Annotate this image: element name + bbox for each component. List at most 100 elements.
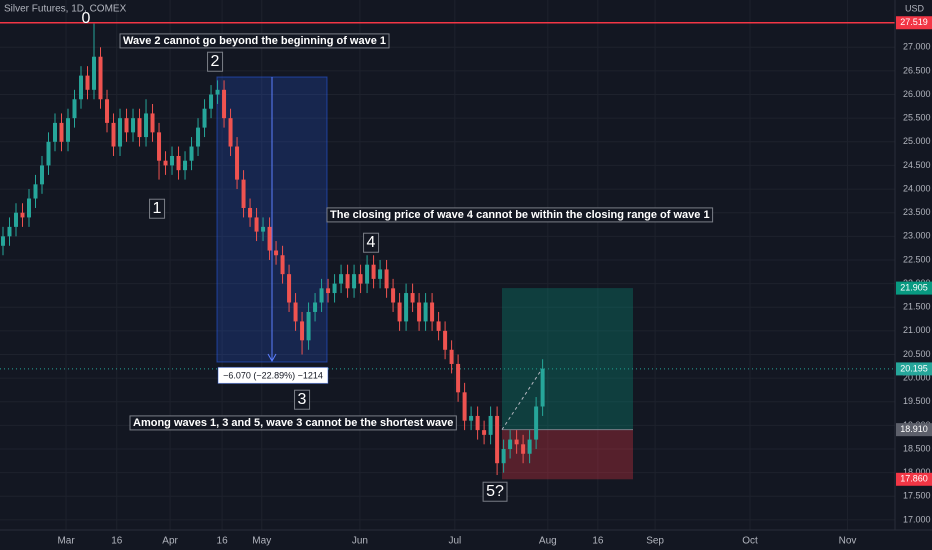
y-tick-label: 20.000 [903, 373, 931, 383]
candle-body [319, 288, 324, 303]
candle-body [53, 122, 58, 142]
candle-body [66, 118, 71, 142]
candle-body [59, 122, 64, 142]
annotation: 1 [153, 200, 162, 217]
candle-body [300, 321, 305, 341]
candle-body [131, 118, 136, 133]
annotation: 4 [367, 234, 376, 251]
candle-body [222, 89, 227, 119]
y-tick-label: 23.000 [903, 231, 931, 241]
candles [0, 23, 545, 476]
y-tick-label: 20.500 [903, 349, 931, 359]
x-tick-label: Mar [57, 536, 75, 547]
x-tick-label: Aug [539, 536, 557, 547]
candle-body [293, 302, 298, 322]
x-tick-label: Jul [448, 536, 461, 547]
candle-body [137, 118, 142, 138]
measure-label-box [217, 366, 329, 384]
annotation: 5? [486, 483, 504, 500]
x-tick-label: 16 [111, 536, 123, 547]
price-label: 27.519 [900, 17, 928, 27]
candle-body [235, 146, 240, 180]
candle-body [332, 283, 337, 294]
x-tick-label: Jun [352, 536, 368, 547]
annotation-box [363, 232, 380, 253]
candle-body [508, 439, 513, 450]
annotation: Among waves 1, 3 and 5, wave 3 cannot be… [133, 417, 453, 429]
candle-body [391, 288, 396, 303]
annotations: 0 Wave 2 cannot go beyond the beginning o… [82, 10, 714, 502]
candle-body [170, 155, 175, 166]
y-tick-label: 26.500 [903, 65, 931, 75]
candle-body [514, 439, 519, 445]
candle-body [163, 160, 168, 166]
candle-body [228, 118, 233, 147]
x-tick-label: May [252, 536, 271, 547]
annotation: 3 [298, 391, 307, 408]
annotation-box [326, 207, 714, 223]
candle-body [430, 302, 435, 322]
candle-body [215, 89, 220, 95]
price-axis [895, 0, 932, 550]
measure-arrow-head [267, 353, 277, 363]
candle-body [449, 349, 454, 364]
progress-line [501, 368, 543, 430]
candle-body [456, 363, 461, 393]
y-tick-label: 21.500 [903, 302, 931, 312]
price-label-box [896, 472, 932, 486]
candle-body [261, 226, 266, 232]
candle-body [482, 430, 487, 435]
candle-body [72, 99, 77, 119]
y-tick-label: 18.500 [903, 443, 931, 453]
annotation: Wave 2 cannot go beyond the beginning of… [123, 35, 386, 47]
price-label: 18.910 [900, 424, 928, 434]
candle-body [46, 141, 51, 166]
x-tick-label: Apr [162, 536, 178, 547]
candle-body [79, 75, 84, 100]
candle-body [196, 127, 201, 147]
candle-body [540, 368, 545, 407]
candle-body [280, 255, 285, 275]
x-tick-label: Oct [742, 536, 758, 547]
candle-body [397, 302, 402, 322]
candle-body [378, 269, 383, 279]
candle-body [118, 118, 123, 147]
candle-body [384, 269, 389, 289]
x-tick-label: 16 [217, 536, 229, 547]
y-tick-label: 18.000 [903, 467, 931, 477]
candle-body [469, 415, 474, 421]
candle-body [7, 226, 12, 237]
y-tick-label: 25.000 [903, 136, 931, 146]
price-label: 17.860 [900, 474, 928, 484]
annotation: 2 [211, 53, 220, 70]
position-tool [501, 288, 633, 480]
candle-body [0, 236, 5, 246]
candle-body [404, 293, 409, 322]
price-label-box [896, 423, 932, 437]
candle-body [495, 415, 500, 464]
candle-body [443, 330, 448, 350]
y-tick-label: 23.500 [903, 207, 931, 217]
candle-body [267, 226, 272, 251]
candle-body [150, 113, 155, 133]
candle-body [475, 415, 480, 431]
y-tick-label: 19.500 [903, 396, 931, 406]
price-label-box [896, 16, 932, 30]
y-tick-label: 27.000 [903, 42, 931, 52]
candle-body [157, 132, 162, 161]
candle-body [105, 99, 110, 123]
x-tick-label: 16 [592, 536, 604, 547]
candle-body [534, 406, 539, 440]
candle-body [436, 321, 441, 331]
annotation-box [119, 33, 390, 49]
candle-body [287, 274, 292, 303]
candle-body [124, 118, 129, 133]
candle-body [326, 288, 331, 294]
candle-body [358, 274, 363, 284]
candle-body [417, 302, 422, 322]
target-zone [502, 288, 633, 430]
candle-body [501, 449, 506, 464]
candle-body [98, 56, 103, 100]
annotation-box [149, 198, 166, 219]
y-tick-label: 21.000 [903, 325, 931, 335]
